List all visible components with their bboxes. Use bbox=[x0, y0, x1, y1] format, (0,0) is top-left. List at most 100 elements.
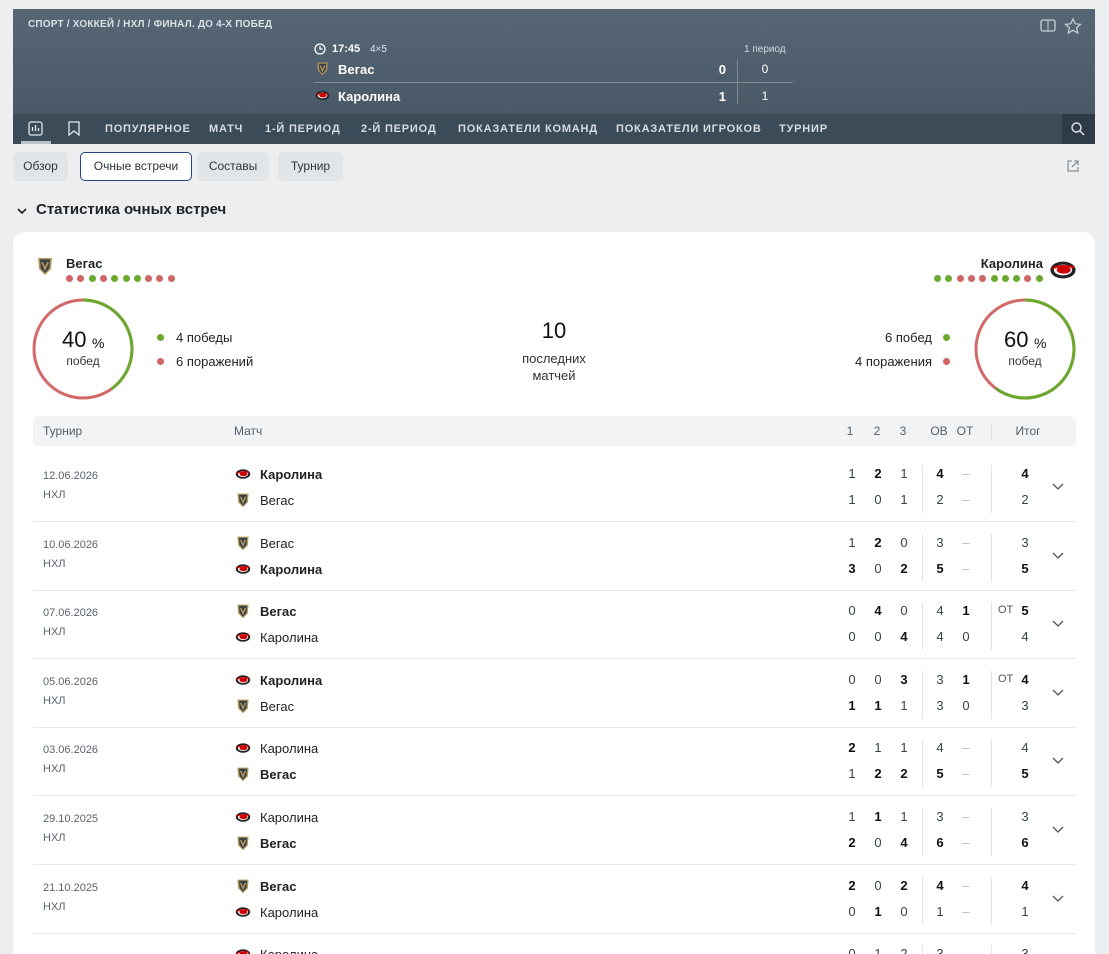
match-date: 29.10.2025 bbox=[43, 813, 99, 825]
score-cell: – bbox=[962, 534, 970, 550]
score-cell: 0 bbox=[874, 671, 882, 687]
team-logo bbox=[237, 879, 249, 893]
legend-text: 4 поражения bbox=[855, 354, 932, 369]
score-cell: 3 bbox=[1021, 534, 1029, 550]
header-icons[interactable] bbox=[1040, 17, 1084, 35]
team-logo bbox=[1050, 261, 1076, 279]
ot-label: ОТ bbox=[998, 604, 1014, 617]
score-cell: 3 bbox=[900, 671, 908, 687]
score-cell: – bbox=[962, 903, 970, 919]
team-logo bbox=[237, 536, 249, 550]
form-dot bbox=[111, 275, 119, 282]
divider bbox=[991, 945, 992, 954]
score-cell: 1 bbox=[900, 466, 908, 481]
nav-item[interactable]: ТУРНИР bbox=[779, 123, 828, 135]
percent-caption: побед bbox=[1008, 354, 1042, 368]
expand-icon[interactable] bbox=[1052, 620, 1064, 628]
score-cell: 1 bbox=[900, 740, 908, 756]
score-cell: 0 bbox=[874, 629, 882, 645]
score-cell: – bbox=[962, 560, 970, 576]
external-link-icon[interactable] bbox=[1066, 159, 1080, 173]
score-cell: 1 bbox=[848, 697, 856, 713]
form-dot bbox=[979, 275, 987, 282]
expand-icon[interactable] bbox=[1052, 895, 1064, 903]
breadcrumb[interactable]: СПОРТ / ХОККЕЙ / НХЛ / ФИНАЛ. ДО 4-Х ПОБ… bbox=[28, 19, 273, 30]
match-date: 21.10.2025 bbox=[43, 881, 99, 894]
expand-icon[interactable] bbox=[1052, 689, 1064, 697]
nav-item[interactable]: ПОКАЗАТЕЛИ ИГРОКОВ bbox=[616, 123, 762, 135]
nav-item[interactable]: ПОПУЛЯРНОЕ bbox=[105, 123, 191, 135]
score-cell: 0 bbox=[900, 903, 908, 919]
score-cell: 2 bbox=[848, 877, 856, 893]
score-cell: 1 bbox=[874, 740, 882, 756]
form-dot bbox=[967, 275, 975, 282]
ot-label: ОТ bbox=[998, 672, 1014, 685]
score-cell: 1 bbox=[874, 903, 882, 919]
team-name: Каролина bbox=[260, 947, 318, 954]
collapse-icon[interactable] bbox=[16, 205, 28, 217]
row-separator bbox=[33, 932, 1076, 934]
team-logo bbox=[317, 62, 328, 76]
nav-item[interactable]: 1-Й ПЕРИОД bbox=[265, 123, 341, 135]
form-dot bbox=[66, 275, 73, 282]
expand-icon[interactable] bbox=[1052, 483, 1064, 491]
period-score: 0 bbox=[761, 62, 769, 76]
nav-icons[interactable] bbox=[20, 114, 90, 144]
form-dot bbox=[122, 275, 130, 282]
nav-item[interactable]: ПОКАЗАТЕЛИ КОМАНД bbox=[458, 123, 598, 135]
score-cell: 1 bbox=[936, 903, 944, 919]
divider bbox=[314, 82, 793, 83]
tab[interactable]: Составы bbox=[197, 152, 269, 181]
score-cell: 3 bbox=[936, 946, 944, 954]
team-logo bbox=[237, 493, 249, 508]
form-dot bbox=[956, 275, 964, 282]
expand-icon[interactable] bbox=[1052, 826, 1064, 834]
nav-item[interactable]: МАТЧ bbox=[209, 123, 244, 135]
team-logo bbox=[235, 743, 251, 754]
tab[interactable]: Турнир bbox=[278, 152, 343, 181]
column-header: 1 bbox=[846, 424, 854, 438]
row-separator bbox=[33, 658, 1076, 660]
score-cell: – bbox=[962, 740, 970, 756]
nav-item[interactable]: 2-Й ПЕРИОД bbox=[361, 123, 437, 135]
score-cell: – bbox=[962, 466, 970, 481]
period-label: 1 период bbox=[744, 44, 786, 55]
score-cell: 2 bbox=[1021, 492, 1029, 507]
divider bbox=[922, 602, 923, 651]
score-cell: 3 bbox=[936, 809, 944, 824]
team-score: 0 bbox=[718, 62, 726, 77]
tab[interactable]: Очные встречи bbox=[80, 152, 192, 181]
form-dot bbox=[934, 275, 941, 282]
search-button[interactable] bbox=[1062, 114, 1095, 144]
match-date: 03.06.2026 bbox=[43, 744, 99, 757]
score-cell: – bbox=[962, 946, 970, 954]
divider bbox=[922, 876, 923, 925]
score-cell: 3 bbox=[936, 534, 944, 550]
team-name: Каролина bbox=[338, 89, 401, 104]
ring-arc bbox=[974, 298, 1076, 400]
team-logo bbox=[38, 258, 52, 275]
divider bbox=[737, 60, 738, 104]
row-separator bbox=[33, 726, 1076, 728]
form-dot bbox=[1024, 275, 1032, 282]
expand-icon[interactable] bbox=[1052, 552, 1064, 560]
score-cell: – bbox=[962, 835, 970, 850]
tab[interactable]: Обзор bbox=[13, 152, 68, 181]
league: НХЛ bbox=[43, 626, 66, 639]
percent-caption: побед bbox=[66, 354, 100, 368]
form-dot bbox=[990, 275, 998, 282]
expand-icon[interactable] bbox=[1052, 757, 1064, 765]
form-dot bbox=[1013, 275, 1021, 282]
legend-dot bbox=[943, 358, 950, 365]
legend-dot bbox=[943, 334, 950, 341]
section-title: Статистика очных встреч bbox=[36, 201, 227, 218]
h2h-card bbox=[13, 232, 1095, 954]
score-cell: 4 bbox=[936, 877, 944, 893]
score-cell: 0 bbox=[874, 877, 882, 893]
league: НХЛ bbox=[43, 694, 66, 707]
divider bbox=[991, 670, 992, 719]
score-cell: 4 bbox=[1021, 671, 1029, 687]
score-cell: 4 bbox=[1021, 877, 1029, 893]
score-cell: – bbox=[962, 877, 970, 893]
divider bbox=[991, 423, 992, 440]
